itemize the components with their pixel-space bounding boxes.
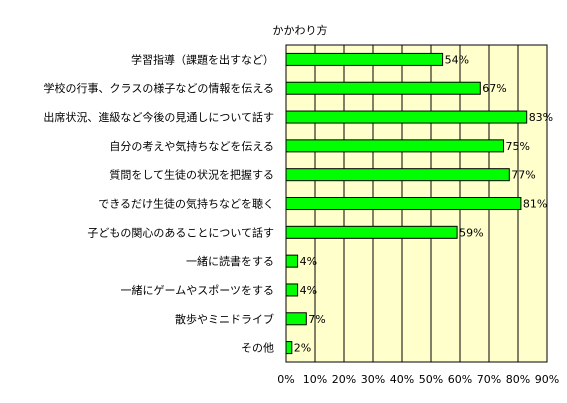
bar xyxy=(285,81,481,95)
bar xyxy=(285,168,510,182)
bar-value-label: 83% xyxy=(529,111,553,124)
category-label: できるだけ生徒の気持ちなどを聴く xyxy=(98,197,274,211)
category-label: 自分の考えや気持ちなどを伝える xyxy=(109,139,274,153)
bar xyxy=(285,225,458,239)
bar-value-label: 4% xyxy=(300,255,317,268)
value-labels: 54% 67% 83% 75% 77% 81% 59% 4% 4% 7% 2% xyxy=(294,53,553,354)
bar-value-label: 77% xyxy=(511,169,535,182)
bar-value-label: 81% xyxy=(523,198,547,211)
bar-value-label: 54% xyxy=(445,53,469,66)
category-label: その他 xyxy=(241,342,274,355)
bar-value-label: 67% xyxy=(482,82,506,95)
category-label: 散歩やミニドライブ xyxy=(175,312,274,326)
bar-value-label: 7% xyxy=(308,313,325,326)
x-tick-label: 10% xyxy=(303,373,327,386)
category-label: 子どもの関心のあることについて話す xyxy=(87,225,274,239)
category-label: 学校の行事、クラスの様子などの情報を伝える xyxy=(44,81,274,95)
x-tick-label: 70% xyxy=(477,373,501,386)
category-label: 一緒にゲームやスポーツをする xyxy=(121,283,274,297)
category-label: 一緒に読書をする xyxy=(186,254,274,268)
bar xyxy=(285,197,522,210)
x-tick-label: 20% xyxy=(332,373,356,386)
x-tick-label: 50% xyxy=(419,373,443,386)
x-tick-label: 30% xyxy=(361,373,385,386)
chart-title: かかわり方 xyxy=(273,23,328,37)
category-label: 学習指導（課題を出すなど） xyxy=(131,52,274,66)
bar-value-label: 2% xyxy=(294,342,311,355)
bar xyxy=(285,254,299,268)
x-tick-label: 80% xyxy=(506,373,530,386)
bar xyxy=(285,139,504,153)
bar xyxy=(285,312,307,326)
bars xyxy=(285,52,528,355)
x-tick-label: 90% xyxy=(535,373,559,386)
bar xyxy=(285,110,528,124)
bar xyxy=(285,52,444,66)
bar-value-label: 4% xyxy=(300,284,317,297)
bar-value-label: 59% xyxy=(459,226,483,239)
x-tick-labels: 0% 10% 20% 30% 40% 50% 60% 70% 80% 90% xyxy=(277,373,559,386)
bar xyxy=(285,341,293,355)
x-tick-label: 40% xyxy=(390,373,414,386)
category-label: 出席状況、進級など今後の見通しについて話す xyxy=(43,110,274,124)
category-label: 質問をして生徒の状況を把握する xyxy=(109,168,274,182)
category-labels: 学習指導（課題を出すなど） 学校の行事、クラスの様子などの情報を伝える出席状況、進… xyxy=(43,52,274,354)
bar xyxy=(285,283,299,297)
x-tick-label: 60% xyxy=(448,373,472,386)
x-tick-label: 0% xyxy=(277,373,294,386)
bar-value-label: 75% xyxy=(506,140,530,153)
